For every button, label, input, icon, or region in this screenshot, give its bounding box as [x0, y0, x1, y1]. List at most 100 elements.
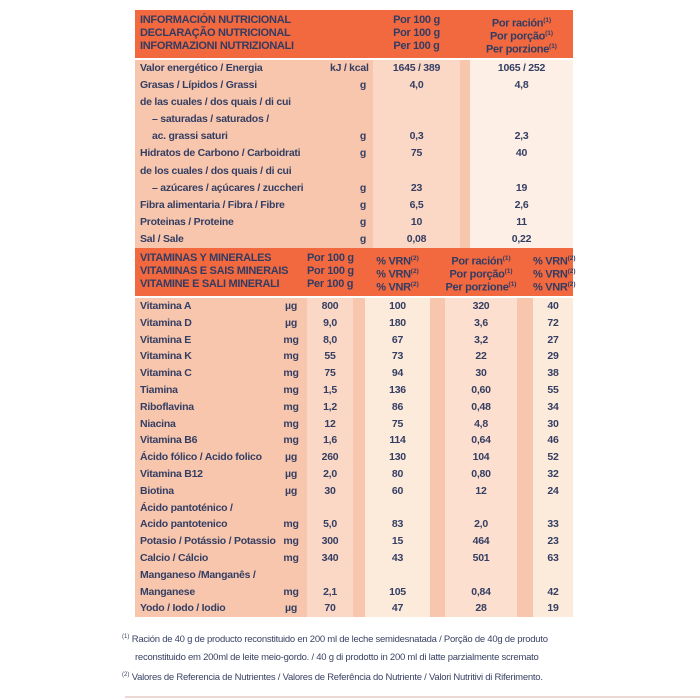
column-divider: [460, 214, 470, 231]
cell-per-100g: 8,0: [307, 331, 353, 349]
table-row: Vitamina B6 mg 1,6 114 0,64 46: [135, 432, 573, 450]
cell-per-100g: 1,6: [307, 432, 353, 450]
column-divider: [460, 111, 470, 128]
table-row: ac. grassi saturi g 0,3 2,3: [135, 128, 573, 146]
cell-vrn-100g: 94: [365, 365, 430, 383]
table-row: Tiamina mg 1,5 136 0,60 55: [135, 382, 573, 399]
row-label: Vitamina C: [140, 367, 192, 380]
col-header-per-100g: Por 100 g: [393, 27, 440, 39]
cell-per-100g: 12: [307, 415, 353, 433]
footnote-ration: (1) Ración de 40 g de producto reconstit…: [122, 629, 582, 666]
row-label: – saturadas / saturados /: [152, 113, 269, 126]
cell-vrn-100g: [365, 499, 430, 517]
cell-per-portion: 104: [445, 449, 517, 466]
cell-vrn-portion: 27: [533, 331, 573, 349]
cell-vrn-portion: 55: [533, 382, 573, 399]
table-row: Vitamina K mg 55 73 22 29: [135, 348, 573, 366]
cell-per-portion: 0,80: [445, 466, 517, 483]
header-superscript: (2): [567, 255, 576, 263]
column-divider: [517, 567, 533, 584]
cell-per-portion: 3,2: [445, 331, 517, 349]
row-unit: mg: [283, 434, 299, 447]
column-divider: [430, 550, 445, 567]
column-divider: [430, 483, 445, 500]
cell-vrn-100g: 180: [365, 314, 430, 332]
nutrition-label-panel: INFORMACIÓN NUTRICIONAL Por 100 g Por raci…: [135, 10, 576, 618]
table-row: Valor energético / Energia kJ / kcal 1645 …: [135, 60, 573, 78]
row-unit: mg: [283, 333, 299, 346]
header-line: VITAMINE E SALI MINERALI Per 100 g % VNR(2…: [135, 278, 576, 294]
cell-per-portion: 501: [445, 549, 517, 567]
nutrition-table-body: Valor energético / Energia kJ / kcal 1645 …: [135, 60, 573, 249]
column-divider: [353, 533, 365, 550]
column-divider: [430, 600, 445, 617]
column-divider: [353, 382, 365, 399]
column-divider: [430, 399, 445, 416]
vitamins-table-body: Vitamina A µg 800 100 320 40 Vitamina D µg 9,0 18…: [135, 298, 573, 618]
column-divider: [430, 332, 445, 349]
table-row: Manganeso /Manganês /: [135, 566, 573, 584]
cell-per-portion: 0,22: [470, 230, 573, 249]
table-row: de las cuales / dos quais / di cui: [135, 94, 573, 112]
col-header-per-portion: Por porção(1): [489, 30, 554, 43]
column-divider: [353, 550, 365, 567]
column-divider: [460, 231, 470, 248]
cell-per-portion: 12: [445, 482, 517, 500]
column-divider: [460, 180, 470, 197]
cell-per-100g: 6,5: [373, 196, 460, 214]
cell-vrn-portion: 34: [533, 398, 573, 416]
row-label: Grasas / Lípidos / Grassi: [140, 79, 257, 92]
column-divider: [353, 298, 365, 315]
cell-per-portion: [445, 499, 517, 517]
column-divider: [517, 449, 533, 466]
row-label: Manganese: [140, 585, 195, 598]
column-divider: [430, 382, 445, 399]
column-divider: [430, 298, 445, 315]
footnote-vrn: (2) Valores de Referencia de Nutrientes …: [122, 667, 582, 687]
column-divider: [353, 516, 365, 533]
cell-per-portion: [470, 111, 573, 129]
table-row: Acido pantotenico mg 5,0 83 2,0 33: [135, 516, 573, 534]
row-label: Riboflavina: [140, 400, 194, 413]
header-superscript: (1): [504, 268, 513, 276]
cell-per-portion: 4,8: [445, 415, 517, 433]
cell-per-portion: 30: [445, 365, 517, 383]
row-unit: g: [359, 232, 366, 245]
cell-per-100g: 0,3: [373, 128, 460, 146]
row-unit: mg: [283, 400, 299, 413]
row-label: Sal / Sale: [140, 232, 184, 245]
next-section-edge: [125, 696, 700, 698]
header-superscript: (2): [410, 255, 419, 263]
column-divider: [430, 533, 445, 550]
cell-per-100g: [373, 162, 460, 180]
column-divider: [517, 348, 533, 365]
row-label: Acido pantotenico: [140, 518, 228, 531]
cell-per-100g: 300: [307, 533, 353, 550]
row-unit: µg: [285, 468, 297, 480]
column-divider: [353, 466, 365, 483]
column-divider: [353, 483, 365, 500]
column-divider: [430, 348, 445, 365]
row-label: Vitamina B6: [140, 434, 198, 447]
header-superscript: (1): [502, 255, 511, 263]
table-row: – saturadas / saturados /: [135, 111, 573, 129]
table-row: Sal / Sale g 0,08 0,22: [135, 230, 573, 249]
table-row: – azúcares / açúcares / zuccheri g 23 19: [135, 179, 573, 197]
row-unit: µg: [285, 451, 297, 464]
col-header-per-100g: Per 100 g: [393, 40, 440, 52]
column-divider: [517, 483, 533, 500]
table-row: Hidratos de Carbono / Carboidrati g 75 40: [135, 145, 573, 163]
row-unit: mg: [283, 384, 299, 397]
header-title: DECLARAÇÃO NUTRICIONAL: [140, 27, 291, 39]
column-divider: [517, 533, 533, 550]
vitamins-table-header: VITAMINAS Y MINERALES Por 100 g % VRN(2) Po…: [135, 248, 576, 297]
row-unit: [330, 163, 373, 180]
row-label: Yodo / Iodo / Iodio: [140, 602, 226, 615]
column-divider: [353, 500, 365, 517]
cell-per-100g: [373, 111, 460, 129]
row-label: Hidratos de Carbono / Carboidrati: [140, 147, 301, 160]
cell-per-portion: 0,84: [445, 583, 517, 601]
column-divider: [460, 128, 470, 145]
nutrition-table-header: INFORMACIÓN NUTRICIONAL Por 100 g Por raci…: [135, 10, 573, 58]
row-label: Proteinas / Proteine: [140, 215, 234, 228]
